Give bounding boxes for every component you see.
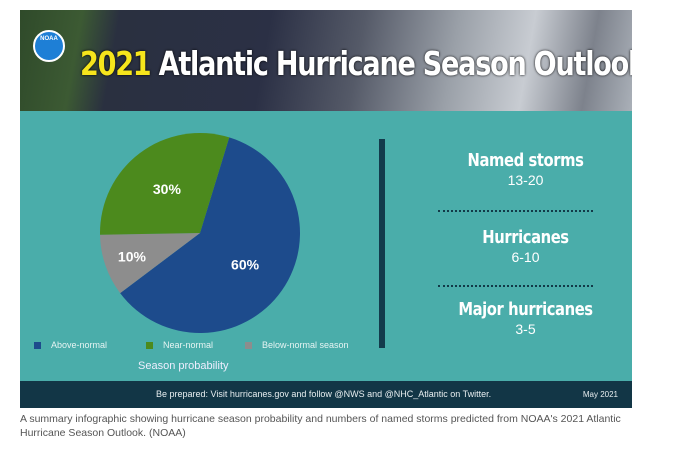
- legend-label: Below-normal season: [262, 340, 349, 350]
- pie-data-label: 10%: [118, 248, 147, 264]
- dotted-separator: [438, 210, 593, 212]
- stat-label: Named storms: [467, 150, 584, 171]
- title-text: Atlantic Hurricane Season Outlook: [158, 44, 632, 83]
- legend-swatch: [146, 341, 153, 349]
- pie-slice-near-normal: [99, 133, 230, 235]
- dotted-separator: [438, 285, 593, 287]
- image-caption: A summary infographic showing hurricane …: [20, 413, 621, 439]
- satellite-banner: NOAA 2021 Atlantic Hurricane Season Outl…: [20, 10, 632, 111]
- noaa-logo: NOAA: [33, 30, 65, 62]
- stat-label: Hurricanes: [482, 227, 569, 248]
- legend-swatch: [34, 341, 41, 349]
- legend-label: Near-normal: [163, 340, 214, 350]
- infographic: NOAA 2021 Atlantic Hurricane Season Outl…: [20, 10, 632, 408]
- pie-slice-below-normal-season: [100, 233, 200, 294]
- footer-date: May 2021: [582, 390, 618, 399]
- pie-data-label: 60%: [231, 257, 260, 273]
- stat-value: 6-10: [511, 249, 540, 265]
- footer-message: Be prepared: Visit hurricanes.gov and fo…: [156, 389, 492, 399]
- stat-hurricanes: Hurricanes 6-10: [438, 227, 613, 265]
- stat-major-hurricanes: Major hurricanes 3-5: [438, 299, 613, 337]
- legend-near-normal: Near-normal: [146, 340, 213, 350]
- pie-chart: 60% 10% 30%: [99, 133, 301, 333]
- legend-above-normal: Above-normal: [34, 340, 107, 350]
- legend-label: Above-normal: [51, 340, 108, 350]
- pie-data-label: 30%: [153, 181, 182, 197]
- divider: [379, 139, 385, 348]
- title-year: 2021: [80, 44, 152, 83]
- legend-below-normal: Below-normal season: [245, 340, 349, 350]
- legend-swatch: [245, 341, 252, 349]
- pie-slice-above-normal: [120, 137, 301, 333]
- stat-label: Major hurricanes: [458, 299, 593, 320]
- stat-named-storms: Named storms 13-20: [438, 150, 613, 188]
- stat-value: 3-5: [515, 321, 536, 337]
- chart-title: Season probability: [138, 360, 229, 372]
- stat-value: 13-20: [507, 172, 544, 188]
- footer-bar: Be prepared: Visit hurricanes.gov and fo…: [20, 381, 632, 408]
- infographic-title: 2021 Atlantic Hurricane Season Outlook: [80, 44, 632, 83]
